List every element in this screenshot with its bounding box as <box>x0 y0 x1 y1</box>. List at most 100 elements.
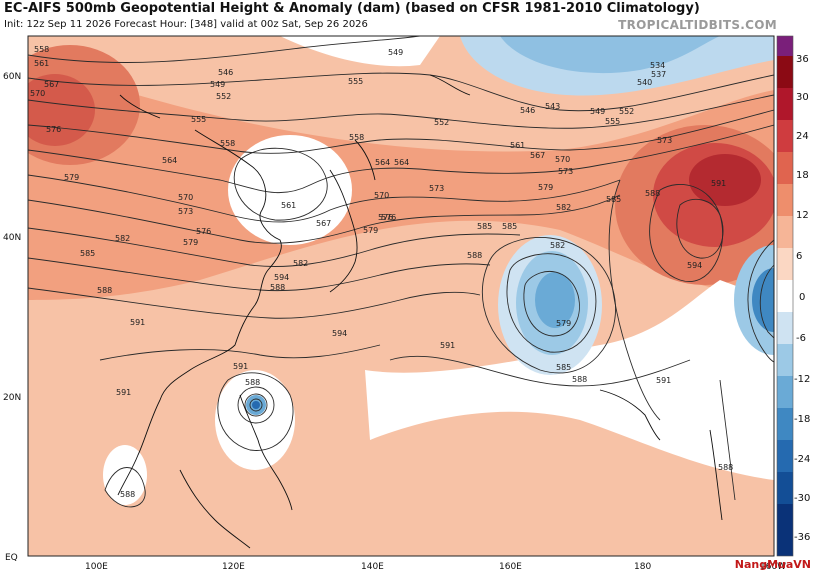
contour-label: 570 <box>555 155 570 164</box>
contour-label: 591 <box>656 376 671 385</box>
colorbar-label: 18 <box>796 170 809 181</box>
contour-label: 582 <box>556 203 571 212</box>
contour-label: 591 <box>116 388 131 397</box>
contour-label: 588 <box>718 463 733 472</box>
contour-label: 567 <box>316 219 331 228</box>
contour-label: 546 <box>520 106 535 115</box>
contour-label: 576 <box>378 213 393 222</box>
contour-label: 552 <box>619 107 634 116</box>
colorbar: 36 30 24 18 12 6 0 -6 -12 -18 -24 -30 -3… <box>776 35 810 557</box>
contour-label: 555 <box>191 115 206 124</box>
contour-label: 558 <box>34 45 49 54</box>
warm-anomaly-band <box>28 60 774 300</box>
contour-label: 573 <box>429 184 444 193</box>
colorbar-bin <box>777 216 793 248</box>
colorbar-label: 30 <box>796 92 809 103</box>
colorbar-label: -24 <box>794 454 810 465</box>
colorbar-bin <box>777 184 793 216</box>
contour-label: 552 <box>434 118 449 127</box>
colorbar-bin <box>777 504 793 556</box>
contour-label: 573 <box>178 207 193 216</box>
colorbar-label: -6 <box>796 333 806 344</box>
contour-label: 588 <box>120 490 135 499</box>
watermark-logo: NangMuaVN <box>734 558 811 571</box>
contour-label: 552 <box>216 92 231 101</box>
neutral-anomaly-pacific <box>365 280 774 480</box>
contour-label: 582 <box>115 234 130 243</box>
contour-label: 591 <box>440 341 455 350</box>
contour-label: 588 <box>245 378 260 387</box>
contour-label: 564 <box>162 156 177 165</box>
contour-label: 561 <box>34 59 49 68</box>
contour-label: 540 <box>637 78 652 87</box>
contour-label: 573 <box>558 167 573 176</box>
lat-label-40n: 40N <box>3 233 21 243</box>
lon-label-160e: 160E <box>499 562 522 572</box>
map-title: EC-AIFS 500mb Geopotential Height & Anom… <box>4 1 700 16</box>
contour-label: 591 <box>130 318 145 327</box>
contour-label: 561 <box>510 141 525 150</box>
contour-label: 549 <box>210 80 225 89</box>
colorbar-label: 24 <box>796 131 809 142</box>
contour-label: 582 <box>293 259 308 268</box>
contour-label: 594 <box>687 261 702 270</box>
contour-label: 537 <box>651 70 666 79</box>
axis-labels: 60N 40N 20N EQ 100E 120E 140E 160E 180 1… <box>3 72 786 572</box>
colorbar-bin <box>777 248 793 280</box>
contour-label: 582 <box>550 241 565 250</box>
colorbar-bin <box>777 56 793 88</box>
colorbar-label: 36 <box>796 54 809 65</box>
lat-label-eq: EQ <box>5 553 18 563</box>
coastlines <box>117 74 723 549</box>
contour-label: 585 <box>477 222 492 231</box>
colorbar-bin <box>777 36 793 56</box>
contour-label: 549 <box>590 107 605 116</box>
colorbar-bin <box>777 376 793 408</box>
contour-label: 585 <box>556 363 571 372</box>
contour-label: 564 <box>375 158 390 167</box>
contour-label: 579 <box>183 238 198 247</box>
colorbar-bin <box>777 88 793 120</box>
contour-label: 534 <box>650 61 665 70</box>
contour-labels: 558 561 567 570 576 564 579 570 573 576 … <box>30 45 733 499</box>
height-contours <box>28 36 774 508</box>
contour-label: 558 <box>349 133 364 142</box>
lon-label-120e: 120E <box>222 562 245 572</box>
contour-label: 576 <box>381 213 396 222</box>
contour-label: 549 <box>388 48 403 57</box>
contour-label: 561 <box>281 201 296 210</box>
contour-label: 588 <box>645 189 660 198</box>
header: EC-AIFS 500mb Geopotential Height & Anom… <box>4 0 700 31</box>
colorbar-label: -18 <box>794 414 810 425</box>
lon-label-140e: 140E <box>361 562 384 572</box>
contour-label: 579 <box>556 319 571 328</box>
colorbar-bin <box>777 472 793 504</box>
warm-anomaly-core-inner <box>689 154 761 206</box>
brand-label: TROPICALTIDBITS.COM <box>618 18 777 32</box>
contour-label: 570 <box>374 191 389 200</box>
lon-label-160w: 160W <box>760 562 786 572</box>
contour-label: 579 <box>363 226 378 235</box>
contour-label: 570 <box>178 193 193 202</box>
colorbar-bin <box>777 152 793 184</box>
contour-label: 579 <box>64 173 79 182</box>
contour-label: 570 <box>30 89 45 98</box>
colorbar-label: 0 <box>799 292 805 303</box>
colorbar-label: -36 <box>794 532 810 543</box>
contour-label: 591 <box>711 179 726 188</box>
colorbar-bin <box>777 344 793 376</box>
lat-label-60n: 60N <box>3 72 21 82</box>
lon-label-180: 180 <box>634 562 651 572</box>
contour-label: 576 <box>46 125 61 134</box>
contour-label: 588 <box>97 286 112 295</box>
contour-label: 573 <box>657 136 672 145</box>
contour-label: 543 <box>545 102 560 111</box>
contour-label: 588 <box>467 251 482 260</box>
colorbar-label: -12 <box>794 374 810 385</box>
contour-label: 585 <box>80 249 95 258</box>
contour-label: 546 <box>218 68 233 77</box>
contour-label: 591 <box>233 362 248 371</box>
colorbar-bin <box>777 440 793 472</box>
contour-label: 567 <box>44 80 59 89</box>
